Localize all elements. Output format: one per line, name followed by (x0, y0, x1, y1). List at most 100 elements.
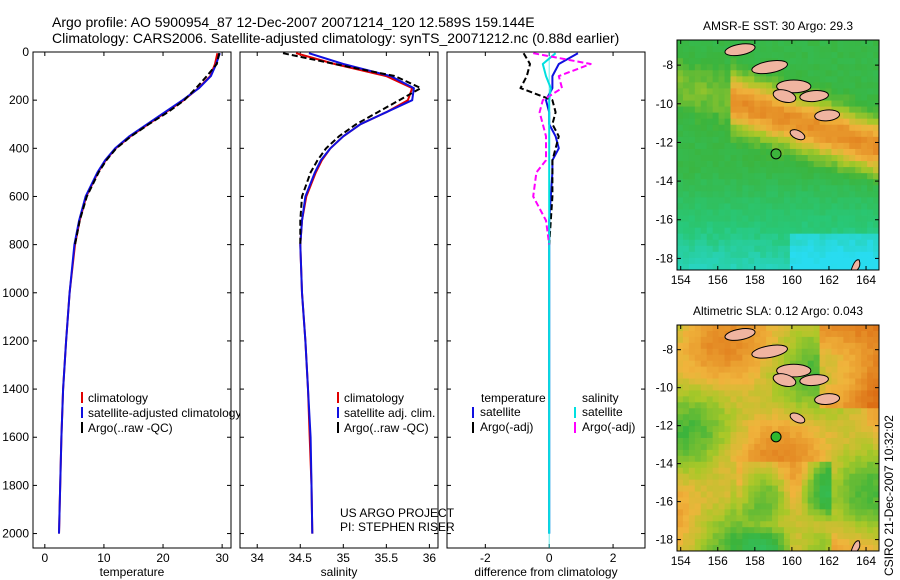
map-cell (736, 179, 743, 186)
map-cell (700, 336, 708, 344)
map-cell (873, 70, 880, 77)
map-cell (700, 479, 708, 486)
map-cell (778, 390, 785, 397)
map-cell (706, 402, 714, 409)
map-cell (718, 203, 725, 210)
map-cell (861, 112, 868, 120)
map-cell (801, 461, 809, 469)
map-cell (789, 52, 797, 59)
map-cell (831, 449, 838, 457)
map-cell (861, 70, 868, 77)
map-cell (867, 479, 874, 486)
map-cell (861, 130, 868, 138)
map-cell (736, 155, 743, 162)
map-cell (766, 515, 773, 522)
map-cell (861, 227, 868, 235)
map-cell (677, 40, 684, 47)
map-cell (694, 384, 702, 391)
map-cell (873, 173, 880, 180)
map-cell (778, 100, 785, 107)
map-cell (718, 245, 725, 253)
map-cell (795, 503, 803, 510)
island-shape (814, 109, 841, 122)
map-cell (772, 118, 779, 126)
map-cell (837, 497, 844, 504)
map-cell (778, 545, 785, 552)
map-cell (682, 485, 690, 492)
map-cell (789, 136, 797, 144)
map-cell (825, 491, 832, 498)
map-cell (772, 396, 779, 403)
map-cell (748, 239, 755, 247)
map-cell (760, 148, 767, 156)
map-cell (688, 336, 696, 344)
map-cell (754, 396, 761, 403)
map-cell (831, 130, 838, 138)
map-cell (873, 533, 880, 540)
map-cell (766, 443, 773, 451)
map-cell (748, 263, 755, 271)
map-cell (748, 449, 755, 457)
map-cell (855, 325, 862, 332)
map-cell (700, 106, 708, 114)
map-cell (861, 455, 868, 463)
map-cell (677, 227, 684, 235)
map-cell (724, 384, 731, 391)
map-cell (849, 515, 856, 522)
map-cell (718, 40, 725, 47)
map-cell (748, 124, 755, 132)
map-cell (724, 408, 731, 415)
map-cell (766, 461, 773, 469)
map-cell (700, 185, 708, 192)
map-cell (677, 203, 684, 210)
map-cell (855, 155, 862, 162)
map-cell (825, 52, 832, 59)
map-cell (778, 414, 785, 421)
map-cell (867, 251, 874, 259)
map-cell (837, 76, 844, 83)
island-shape (724, 43, 756, 57)
y-tick-label: 0 (22, 45, 29, 59)
map-cell (712, 82, 719, 89)
map-cell (694, 390, 702, 397)
map-cell (718, 197, 725, 204)
map-cell (801, 390, 809, 397)
map-cell (688, 527, 696, 534)
map-cell (677, 58, 684, 65)
map-cell (724, 136, 731, 144)
map-cell (730, 402, 737, 409)
map-cell (819, 130, 826, 138)
map-cell (736, 372, 743, 379)
plot-frame (446, 51, 646, 549)
map-cell (742, 257, 749, 265)
map-cell (843, 461, 850, 469)
map-cell (801, 124, 809, 132)
map-cell (706, 130, 714, 138)
map-cell (831, 40, 838, 47)
map-cell (677, 491, 684, 498)
map-cell (712, 173, 719, 180)
map-cell (789, 461, 797, 469)
map-cell (807, 142, 815, 150)
map-cell (724, 449, 731, 457)
map-cell (724, 88, 731, 95)
map-cell (706, 64, 714, 71)
map-cell (801, 112, 809, 120)
map-cell (861, 461, 868, 469)
map-cell (843, 509, 850, 516)
map-cell (789, 46, 797, 53)
map-cell (706, 408, 714, 415)
map-cell (813, 479, 820, 486)
map-cell (718, 438, 725, 445)
map-cell (807, 426, 815, 433)
map-cell (742, 70, 749, 77)
map-cell (736, 161, 743, 168)
map-cell (837, 491, 844, 498)
map-cell (742, 509, 749, 516)
map-cell (837, 124, 844, 132)
map-cell (843, 354, 850, 362)
map-cell (813, 209, 820, 216)
map-cell (760, 173, 767, 180)
map-cell (861, 142, 868, 150)
map-cell (677, 348, 684, 356)
